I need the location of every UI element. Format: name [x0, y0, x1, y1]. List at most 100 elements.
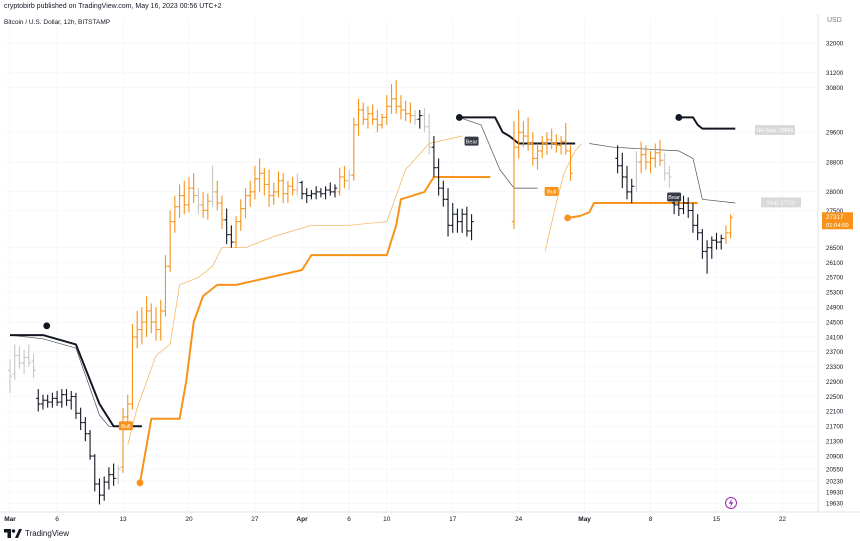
candle — [704, 240, 710, 274]
candle — [158, 299, 163, 341]
candle — [134, 310, 140, 349]
y-tick-label: 26500 — [826, 245, 844, 252]
candle — [709, 236, 714, 259]
x-tick-label: 6 — [55, 516, 59, 523]
candle — [144, 296, 149, 337]
y-tick-label: 28000 — [826, 189, 844, 196]
y-tick-label: 25300 — [826, 290, 844, 297]
candle — [295, 173, 300, 196]
candle — [12, 344, 17, 380]
x-tick-label: 6 — [347, 516, 351, 523]
candle — [431, 136, 437, 177]
candle — [69, 390, 74, 410]
y-tick-label: 20550 — [826, 466, 844, 473]
y-tick-label: 23300 — [826, 364, 844, 371]
candle — [412, 110, 418, 125]
candle — [450, 203, 455, 233]
candle — [464, 206, 470, 237]
candle — [309, 190, 314, 200]
candle — [83, 416, 88, 442]
candle — [243, 188, 248, 218]
currency-label: USD — [827, 17, 842, 24]
x-tick-label: May — [578, 516, 591, 523]
candle — [299, 180, 305, 200]
candle — [271, 182, 276, 205]
candle — [304, 188, 309, 204]
y-tick-label: 20900 — [826, 453, 844, 460]
candle — [653, 143, 658, 168]
candle — [728, 214, 733, 239]
candle — [323, 186, 328, 200]
signal-label: Bear — [668, 195, 680, 201]
candle — [116, 465, 121, 484]
price-tag-label: 27317 — [826, 214, 844, 221]
candle — [398, 95, 404, 120]
candle — [375, 110, 380, 133]
candle — [248, 180, 253, 207]
candle — [554, 134, 559, 153]
x-tick-label: 8 — [649, 516, 653, 523]
candle — [210, 165, 215, 207]
stop-start-marker — [455, 114, 463, 121]
btc-usd-candlestick-chart[interactable]: 32000 31200 30800 29600 28800 28000 27500 26500… — [0, 14, 860, 527]
candle — [408, 102, 413, 124]
candle — [356, 98, 361, 137]
candle — [215, 180, 220, 211]
candle — [59, 389, 65, 408]
stop-line-bear-thick-3 — [678, 116, 736, 130]
candle — [535, 143, 540, 170]
candle — [723, 225, 729, 244]
candle — [648, 150, 653, 174]
stop-line-bull-thick-1 — [139, 176, 491, 483]
candle — [177, 184, 182, 218]
signal-box — [118, 421, 133, 431]
candle — [634, 150, 639, 192]
tradingview-logo-icon[interactable] — [4, 529, 22, 538]
y-tick-label: 21700 — [826, 424, 844, 431]
stop-line-bear-thin-1 — [9, 334, 142, 427]
price-tag: 27317 01:04:00 — [822, 212, 853, 230]
candle — [361, 102, 366, 125]
y-tick-label: 25700 — [826, 275, 844, 282]
candle — [337, 167, 342, 196]
candle — [45, 394, 50, 408]
candle — [7, 359, 13, 393]
candle — [563, 123, 568, 155]
stop-line-bull-thin-2 — [544, 143, 583, 252]
x-tick-label: Mar — [4, 516, 16, 523]
candle — [97, 478, 102, 505]
candle — [111, 463, 116, 486]
candle — [558, 136, 564, 155]
signal-label: Bull — [547, 190, 556, 196]
candle — [149, 303, 154, 334]
candle — [351, 117, 357, 181]
lightning-icon[interactable] — [725, 497, 737, 509]
candle — [544, 132, 550, 155]
candle — [290, 176, 295, 196]
candle — [638, 141, 644, 174]
candle — [365, 106, 371, 129]
candle — [624, 165, 630, 200]
signal-bull: Bull — [544, 186, 559, 196]
candle — [469, 214, 474, 241]
x-tick-label: 10 — [383, 516, 391, 523]
candle — [285, 180, 291, 204]
candle — [657, 139, 663, 166]
stop-start-marker — [564, 214, 572, 222]
candle — [346, 169, 352, 190]
price-tag-box — [822, 212, 853, 230]
y-tick-label: 28800 — [826, 159, 844, 166]
price-tag: Stop: 27719 — [761, 197, 801, 208]
y-tick-label: 31200 — [826, 70, 844, 77]
candle — [441, 180, 446, 207]
candle — [719, 234, 724, 250]
y-tick-label: 23700 — [826, 349, 844, 356]
candle — [521, 121, 526, 148]
candle — [130, 323, 135, 410]
y-tick-label: 20230 — [826, 478, 844, 485]
candle — [139, 307, 145, 345]
y-tick-label: 22100 — [826, 409, 844, 416]
footer-brand[interactable]: TradingView — [25, 529, 70, 538]
x-tick-label: 22 — [779, 516, 787, 523]
y-tick-label: 26100 — [826, 260, 844, 267]
